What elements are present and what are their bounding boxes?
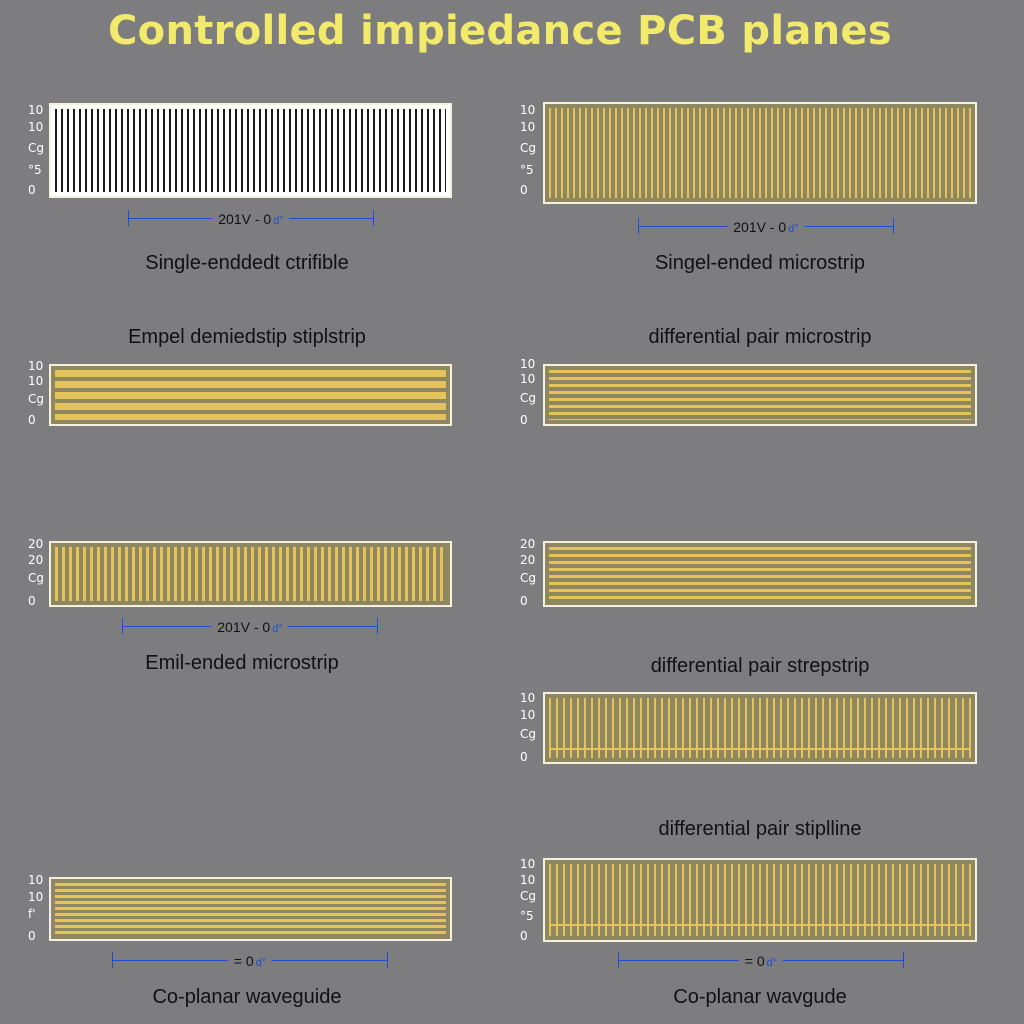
axis-ticks: 20 20 Cg 0: [28, 537, 44, 608]
trace-plane: [543, 364, 977, 426]
axis-ticks: 10 10 Cg 0: [520, 691, 536, 764]
axis-ticks: 20 20 Cg 0: [520, 537, 536, 608]
panel-caption: Emil-ended microstrip: [145, 652, 339, 674]
trace-plane: [49, 541, 452, 607]
panel-caption: Empel demiedstip stiplstrip: [128, 326, 366, 348]
axis-ticks: 10 10 Cg 0: [28, 359, 44, 427]
panel-caption: Single-enddedt ctrifible: [145, 252, 349, 274]
dimension-arrow: = 0 d°: [618, 952, 904, 969]
trace-plane: [49, 103, 452, 198]
dimension-arrow: 201V - 0 d°: [128, 210, 374, 227]
trace-plane: [543, 541, 977, 607]
panel-caption: differential pair microstrip: [648, 326, 872, 348]
page-title: Controlled impiedance PCB planes: [108, 8, 892, 54]
dimension-arrow: 201V - 0 d°: [638, 218, 894, 235]
panel-caption: differential pair strepstrip: [650, 655, 870, 677]
axis-ticks: 10 10 Cg °5 0: [28, 103, 44, 197]
axis-ticks: 10 10 Cg °5 0: [520, 857, 536, 943]
dimension-arrow: 201V - 0 d°: [122, 618, 378, 635]
axis-ticks: 10 10 Cg 0: [520, 357, 536, 427]
trace-plane: [49, 364, 452, 426]
axis-ticks: 10 10 Cg °5 0: [520, 103, 536, 197]
dimension-arrow: = 0 d°: [112, 952, 388, 969]
panel-caption: Singel-ended microstrip: [654, 252, 866, 274]
trace-plane: [49, 877, 452, 941]
axis-ticks: 10 10 f' 0: [28, 873, 44, 943]
trace-plane: [543, 102, 977, 204]
panel-caption: differential pair stiplline: [658, 818, 862, 840]
panel-caption: Co-planar wavgude: [673, 986, 847, 1008]
trace-plane: [543, 858, 977, 942]
trace-plane: [543, 692, 977, 764]
panel-caption: Co-planar waveguide: [152, 986, 342, 1008]
